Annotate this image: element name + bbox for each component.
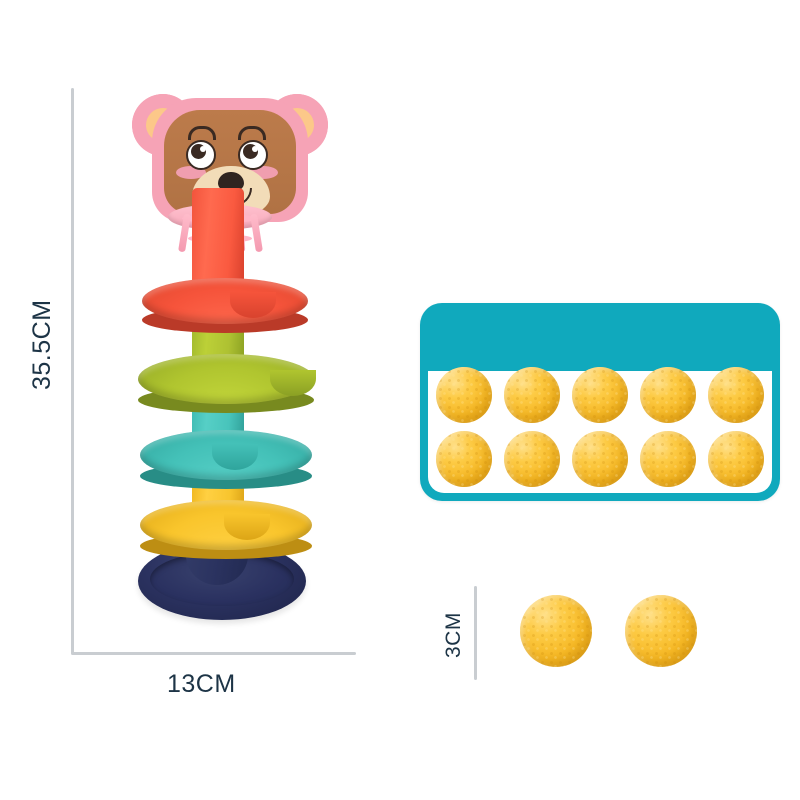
ball-grid bbox=[430, 363, 770, 491]
ball-9 bbox=[640, 431, 696, 487]
ball-1 bbox=[436, 367, 492, 423]
ball-8 bbox=[572, 431, 628, 487]
ball-drop-tower bbox=[120, 70, 340, 640]
height-dimension-label: 35.5CM bbox=[28, 299, 56, 390]
ball-7 bbox=[504, 431, 560, 487]
bear-nose-icon bbox=[218, 172, 244, 192]
width-dimension-label: 13CM bbox=[167, 670, 236, 698]
ball-6 bbox=[436, 431, 492, 487]
ball-4 bbox=[640, 367, 696, 423]
width-guide-line bbox=[71, 652, 356, 655]
height-guide-line bbox=[71, 88, 74, 654]
sample-ball-1 bbox=[520, 595, 592, 667]
ramp-red bbox=[142, 278, 308, 333]
ball-2 bbox=[504, 367, 560, 423]
bear-eye-glint-left bbox=[200, 146, 206, 152]
ball-diameter-guide-line bbox=[474, 586, 477, 680]
column-red bbox=[192, 188, 244, 294]
sample-ball-2 bbox=[625, 595, 697, 667]
ball-diameter-label: 3CM bbox=[442, 612, 465, 658]
ball-3 bbox=[572, 367, 628, 423]
bear-eyebrow-right bbox=[238, 126, 266, 140]
bear-eye-glint-right bbox=[252, 146, 258, 152]
ball-5 bbox=[708, 367, 764, 423]
bear-eyebrow-left bbox=[188, 126, 216, 140]
ball-10 bbox=[708, 431, 764, 487]
